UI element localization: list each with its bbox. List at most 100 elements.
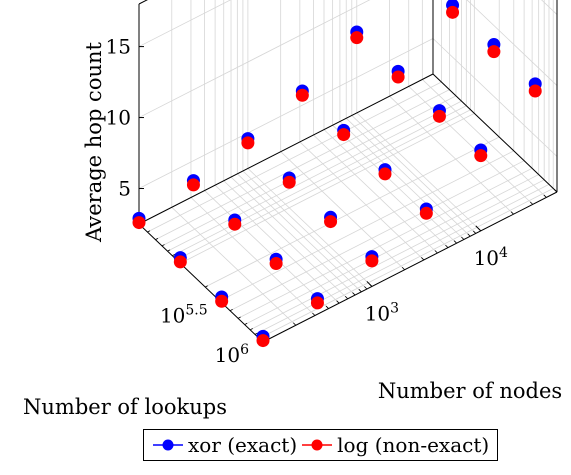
legend-item-log: log (non-exact) [301,433,489,457]
x-tick [401,266,405,271]
grid-line [351,115,477,234]
log-point [350,31,364,45]
log-point [474,149,488,163]
log-point [186,178,200,192]
grid-line [259,188,554,339]
y-tick [167,249,171,252]
x-tick [543,194,547,198]
grid-line [138,0,371,118]
z-axis-label: Average hop count [82,41,106,242]
log-point [256,334,270,348]
grid-line [138,0,232,47]
grid-line [422,79,547,198]
grid-line [155,89,450,241]
log-point [365,254,379,268]
log-point [269,257,283,271]
grid-line [244,174,539,325]
grid-line [356,112,482,232]
log-point [419,206,433,220]
grid-line [219,150,514,302]
y-tick [161,244,165,247]
grid-line [176,109,471,261]
grid-line [230,176,356,296]
log-point [378,167,392,181]
grid-line [214,184,340,304]
y-tick [229,309,233,312]
grid-line [280,151,405,271]
grid-line [254,184,550,335]
x-tick [364,286,368,290]
legend-swatch-xor [153,439,183,451]
grid-line [332,124,457,244]
x-tick [473,230,477,234]
axis-line [138,223,264,343]
x-tick [352,292,356,296]
grid-line [466,0,558,86]
axis-line [138,73,434,225]
log-point [295,88,309,102]
log-point [132,216,146,230]
log-point [432,109,446,123]
grid-line [190,197,316,316]
log-point [487,45,501,59]
legend-label-xor: xor (exact) [188,433,298,457]
x-tick [467,233,471,237]
x-axis-label: Number of nodes [378,379,562,403]
legend-label-log: log (non-exact) [337,433,490,457]
axis-line [138,0,148,5]
z-tick-label: 10 [106,106,131,130]
x-tick [421,257,425,261]
x-tick [510,211,514,215]
log-point [215,294,229,308]
x-tick-label: 104 [474,245,508,270]
x-tick [358,289,362,293]
y-tick-label: 106 [215,342,249,367]
x-tick [292,322,297,326]
grid-line [205,136,500,288]
x-tick [434,250,438,254]
log-point [391,70,405,84]
marks-layer [132,0,542,348]
grid-line [323,129,449,248]
x-tick [336,300,340,304]
grid-line [242,170,368,290]
x-tick [445,244,449,248]
z-tick-label: 5 [118,177,131,201]
x-tick [312,312,316,316]
log-point [310,296,324,310]
x-tick-label: 103 [365,300,399,325]
log-point [228,217,242,231]
x-tick [344,295,349,300]
x-tick [529,201,534,205]
y-tick [172,254,176,257]
grid-line [247,168,373,287]
x-tick [461,236,465,240]
y-tick [205,285,208,288]
x-tick [475,225,482,232]
log-point [446,5,460,19]
y-tick-label: 105.5 [160,303,208,328]
grid-line [172,105,467,257]
y-axis-label: Number of lookups [23,395,227,419]
labels-layer: Average hop count Number of lookups Numb… [23,35,562,419]
log-point [528,84,542,98]
legend-item-xor: xor (exact) [152,433,297,457]
grid-line [237,167,533,319]
grid-line [432,38,558,157]
chart-legend: xor (exact) log (non-exact) [143,429,499,461]
grid-line [171,206,297,326]
grid-line [299,141,425,261]
grid-line [389,95,514,215]
axis-line [262,191,558,343]
axis-line [432,73,558,193]
x-tick [453,240,457,244]
log-point [173,255,187,269]
x-tick [325,305,329,309]
grid-line [229,160,525,312]
y-tick [244,322,248,325]
grid-line [161,95,457,247]
grid-line [250,179,545,331]
grid-line [339,121,465,240]
x-tick [366,281,373,287]
